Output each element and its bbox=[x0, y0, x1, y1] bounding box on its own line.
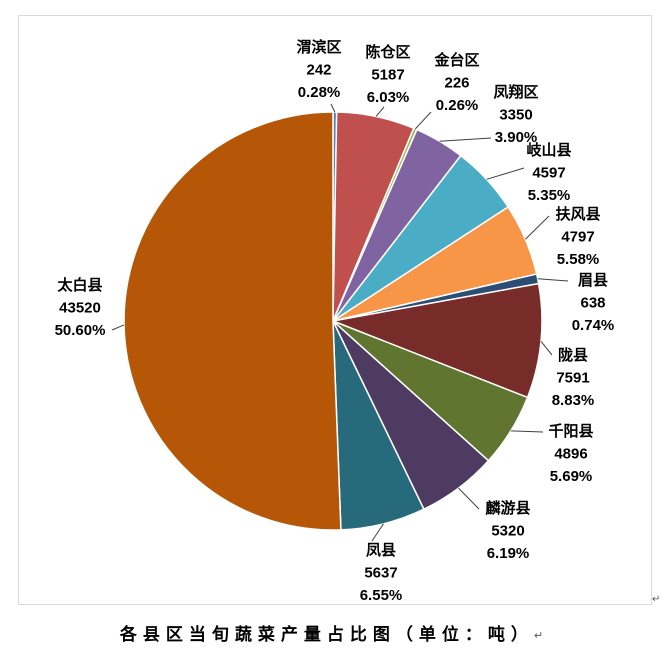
pie-slices bbox=[123, 111, 543, 531]
slice-label-name-5: 扶风县 bbox=[555, 205, 600, 223]
slice-label-name-6: 眉县 bbox=[578, 272, 608, 289]
pie-slice-7 bbox=[332, 282, 543, 399]
slice-label-percent-6: 0.74% bbox=[572, 317, 615, 334]
slice-label-value-4: 4597 bbox=[532, 165, 565, 182]
slice-label-percent-5: 5.58% bbox=[557, 251, 600, 268]
slice-label-percent-1: 6.03% bbox=[367, 89, 410, 106]
slice-label-value-2: 226 bbox=[444, 75, 469, 92]
slice-label-name-8: 千阳县 bbox=[548, 423, 593, 440]
slice-label-percent-4: 5.35% bbox=[528, 187, 571, 204]
leader-line-1 bbox=[375, 106, 385, 117]
slice-label-percent-0: 0.28% bbox=[298, 84, 341, 101]
slice-label-name-4: 岐山县 bbox=[526, 141, 571, 159]
leader-line-11 bbox=[111, 324, 125, 331]
slice-label-name-10: 凤县 bbox=[366, 542, 396, 559]
slice-label-value-6: 638 bbox=[580, 295, 605, 312]
pie-slice-11 bbox=[123, 111, 342, 531]
leader-line-3 bbox=[439, 137, 492, 142]
slice-label-value-0: 242 bbox=[306, 62, 331, 79]
chart-caption: 各县区当旬蔬菜产量占比图（单位：吨）↵ bbox=[0, 620, 663, 645]
slice-label-name-0: 渭滨区 bbox=[296, 38, 341, 56]
slice-label-percent-2: 0.26% bbox=[436, 97, 479, 114]
paragraph-mark-icon: ↵ bbox=[652, 594, 661, 605]
slice-label-percent-11: 50.60% bbox=[55, 322, 106, 339]
leader-line-7 bbox=[540, 340, 553, 356]
slice-label-percent-10: 6.55% bbox=[360, 587, 403, 604]
leader-line-5 bbox=[524, 215, 550, 240]
leader-line-2 bbox=[414, 111, 432, 130]
slice-label-value-11: 43520 bbox=[59, 300, 101, 317]
leader-line-8 bbox=[510, 430, 544, 433]
slice-label-name-3: 凤翔区 bbox=[493, 83, 538, 101]
slice-label-value-9: 5320 bbox=[491, 523, 524, 540]
slice-label-value-1: 5187 bbox=[371, 67, 404, 84]
slice-label-name-9: 麟游县 bbox=[485, 499, 530, 517]
slice-label-value-8: 4896 bbox=[554, 446, 587, 463]
leader-line-4 bbox=[486, 167, 525, 180]
leader-line-0 bbox=[330, 103, 336, 113]
slice-label-percent-7: 8.83% bbox=[552, 392, 595, 409]
slice-label-value-10: 5637 bbox=[364, 565, 397, 582]
slice-label-percent-3: 3.90% bbox=[495, 129, 538, 146]
slice-label-percent-9: 6.19% bbox=[487, 545, 530, 562]
slice-labels: 渭滨区 242 0.28% 陈仓区 5187 6.03% 金台区 226 0.26% 凤翔区 335… bbox=[55, 38, 615, 604]
slice-label-name-1: 陈仓区 bbox=[365, 43, 410, 61]
slice-label-value-5: 4797 bbox=[561, 229, 594, 246]
slice-label-name-2: 金台区 bbox=[433, 51, 479, 69]
leader-lines bbox=[111, 103, 569, 542]
leader-line-9 bbox=[458, 487, 480, 510]
slice-label-percent-8: 5.69% bbox=[550, 468, 593, 485]
slice-label-value-7: 7591 bbox=[556, 370, 589, 387]
leader-line-10 bbox=[371, 523, 384, 542]
slice-label-value-3: 3350 bbox=[499, 107, 532, 124]
leader-line-6 bbox=[537, 278, 569, 282]
slice-label-name-7: 陇县 bbox=[558, 346, 588, 364]
paragraph-mark-icon: ↵ bbox=[533, 630, 544, 643]
chart-title: 各县区当旬蔬菜产量占比图（单位：吨） bbox=[119, 625, 534, 644]
slice-label-name-11: 太白县 bbox=[57, 276, 102, 294]
